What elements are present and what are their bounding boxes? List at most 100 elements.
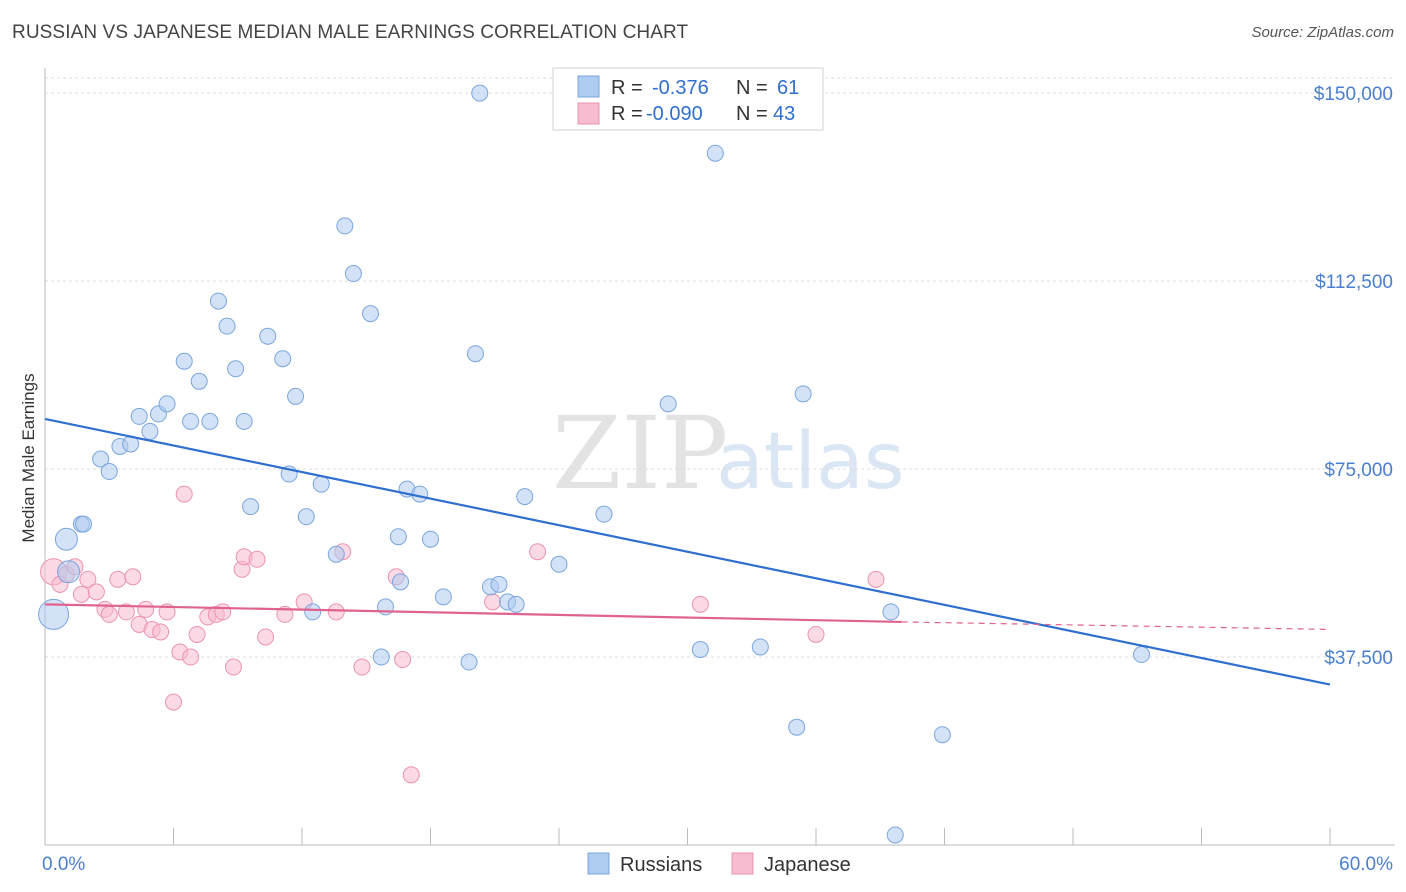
russians-point — [516, 488, 534, 506]
russians-point — [54, 527, 78, 551]
russians-point — [57, 560, 81, 584]
russians-point — [389, 528, 407, 546]
legend-russians-r-value: -0.376 — [652, 77, 709, 99]
correlation-legend: R = -0.376 N = 61 R = -0.090 N = 43 — [552, 67, 824, 131]
russians-point — [287, 387, 305, 405]
russians-point — [882, 603, 900, 621]
russians-point — [886, 826, 904, 844]
russians-point — [595, 505, 613, 523]
japanese-point — [867, 570, 885, 588]
bottom-legend-swatch-russians — [587, 852, 610, 875]
y-tick-label: $150,000 — [1314, 84, 1393, 105]
legend-japanese-n-label: N = — [736, 103, 768, 125]
russians-point — [227, 360, 245, 378]
russians-point — [411, 485, 429, 503]
russians-point — [392, 573, 410, 591]
japanese-trendline-extension — [901, 621, 1331, 631]
watermark-zip: ZIP — [552, 395, 728, 512]
russians-point — [209, 292, 227, 310]
russians-point — [235, 412, 253, 430]
russians-point — [490, 575, 508, 593]
russians-point — [175, 352, 193, 370]
japanese-point — [188, 625, 206, 643]
russians-point — [788, 718, 806, 736]
russians-point — [336, 217, 354, 235]
russians-point — [327, 545, 345, 563]
japanese-point — [353, 658, 371, 676]
bottom-legend-swatch-japanese — [731, 852, 754, 875]
japanese-point — [137, 600, 155, 618]
japanese-point — [109, 570, 127, 588]
japanese-point — [257, 628, 275, 646]
japanese-point — [72, 585, 90, 603]
russians-point — [75, 515, 93, 533]
axes — [44, 68, 1395, 846]
japanese-point — [394, 651, 412, 669]
russians-point — [100, 463, 118, 481]
russians-point — [751, 638, 769, 656]
legend-japanese-r-label: R = — [611, 103, 643, 125]
y-tick-label: $37,500 — [1324, 648, 1393, 669]
japanese-point — [124, 568, 142, 586]
legend-russians-r-label: R = — [611, 77, 643, 99]
russians-point — [422, 530, 439, 548]
russians-point — [218, 317, 236, 335]
x-tick-label-max: 60.0% — [1339, 854, 1393, 875]
series-legend: Russians Japanese — [587, 852, 851, 876]
source-label: Source: ZipAtlas.com — [1251, 24, 1394, 41]
trend-lines — [44, 417, 1331, 686]
japanese-point — [529, 543, 547, 561]
russians-point — [372, 648, 390, 666]
y-tick-labels: $37,500 $75,000 $112,500 $150,000 — [1314, 84, 1393, 669]
japanese-point — [175, 485, 193, 503]
japanese-points — [40, 485, 885, 784]
legend-swatch-russians — [577, 75, 600, 98]
russians-point — [38, 598, 70, 630]
russians-point — [507, 595, 525, 613]
russians-point — [434, 588, 452, 606]
chart-title: RUSSIAN VS JAPANESE MEDIAN MALE EARNINGS… — [12, 22, 689, 43]
russians-point — [794, 385, 812, 403]
y-axis-title: Median Male Earnings — [19, 373, 38, 542]
x-tick-labels: 0.0% 60.0% — [42, 854, 1393, 875]
russians-point — [466, 345, 484, 363]
legend-russians-n-label: N = — [736, 77, 768, 99]
russians-point — [92, 450, 110, 468]
japanese-point — [165, 693, 182, 711]
russians-point — [691, 640, 709, 658]
russians-point — [297, 508, 315, 526]
russians-point — [362, 305, 380, 323]
japanese-point — [224, 658, 242, 676]
russians-point — [158, 395, 176, 413]
japanese-point — [248, 550, 266, 568]
legend-japanese-n-value: 43 — [773, 103, 795, 125]
russians-point — [242, 498, 260, 516]
japanese-point — [152, 623, 170, 641]
japanese-point — [327, 603, 345, 621]
watermark-atlas: atlas — [716, 417, 905, 507]
legend-swatch-japanese — [577, 102, 600, 125]
russians-points — [38, 84, 1151, 844]
legend-russians-n-value: 61 — [777, 77, 799, 99]
russians-point — [259, 327, 277, 345]
russians-point — [471, 84, 489, 102]
russians-point — [659, 395, 677, 413]
legend-japanese-r-value: -0.090 — [646, 103, 703, 125]
y-tick-label: $112,500 — [1315, 272, 1393, 293]
russians-point — [274, 350, 292, 368]
russians-point — [344, 265, 362, 283]
russians-point — [460, 653, 478, 671]
japanese-point — [691, 595, 709, 613]
japanese-trendline — [44, 603, 902, 624]
bottom-legend-japanese: Japanese — [764, 854, 851, 876]
russians-point — [550, 555, 568, 573]
russians-point — [141, 422, 159, 440]
japanese-point — [100, 605, 118, 623]
russians-point — [130, 407, 148, 425]
russians-point — [304, 603, 322, 621]
japanese-point — [87, 583, 105, 601]
russians-point — [190, 372, 208, 390]
japanese-point — [484, 593, 502, 611]
japanese-point — [402, 766, 420, 784]
